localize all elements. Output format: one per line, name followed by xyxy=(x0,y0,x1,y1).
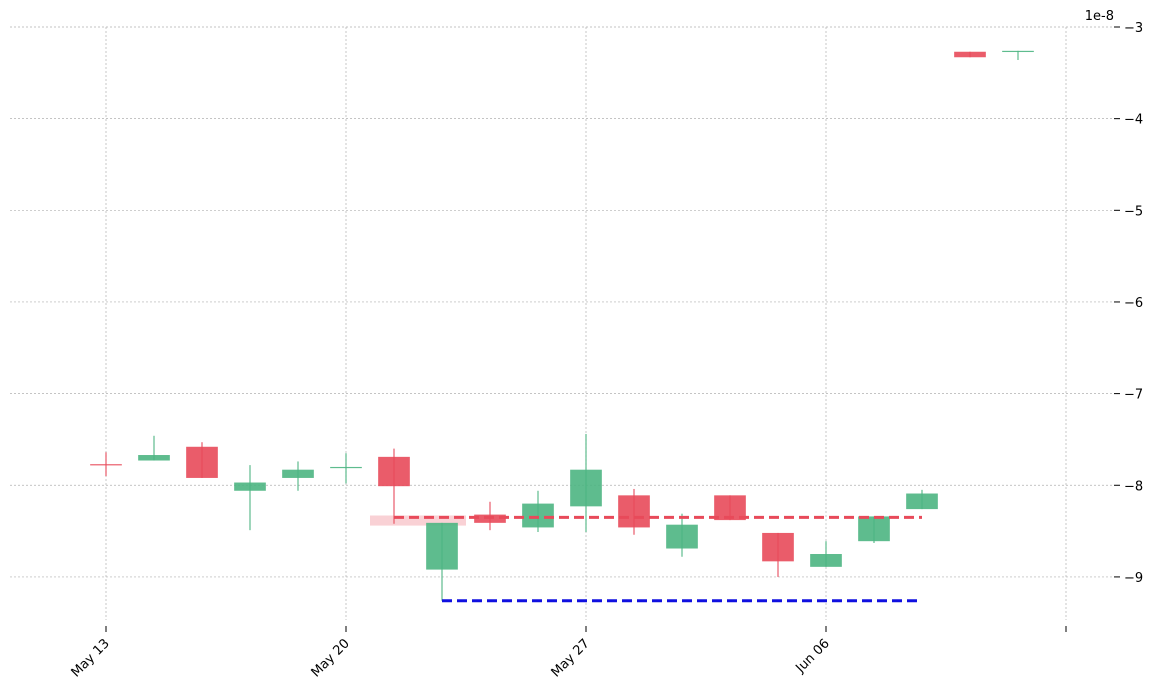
candle-body xyxy=(1002,50,1034,53)
candle-body xyxy=(234,482,266,491)
x-tick-label: May 20 xyxy=(309,636,353,680)
candle-body xyxy=(618,495,650,528)
candle-body xyxy=(186,446,218,478)
candle-body xyxy=(762,532,794,562)
candle-body xyxy=(906,493,938,510)
y-tick-label: −5 xyxy=(1124,204,1143,219)
offset-label: 1e-8 xyxy=(1085,9,1114,24)
candle-body xyxy=(954,51,986,58)
candle-body xyxy=(810,554,842,567)
zone xyxy=(370,515,466,526)
y-tick-label: −4 xyxy=(1124,113,1143,128)
y-tick-label: −7 xyxy=(1124,388,1143,403)
candle-body xyxy=(858,516,890,542)
candle-body xyxy=(138,455,170,461)
candle-body xyxy=(570,469,602,507)
candle-body xyxy=(90,464,122,466)
y-tick-label: −3 xyxy=(1124,21,1143,36)
candle-body xyxy=(330,466,362,469)
y-tick-label: −8 xyxy=(1124,479,1143,494)
x-tick-label: Jun 06 xyxy=(793,636,833,676)
candle-body xyxy=(426,522,458,570)
candle-body xyxy=(378,456,410,487)
y-tick-label: −9 xyxy=(1124,571,1143,586)
candle-body xyxy=(522,503,554,528)
candle-body xyxy=(666,524,698,549)
candle-body xyxy=(282,469,314,478)
x-tick-label: May 13 xyxy=(69,636,113,680)
x-tick-label: May 27 xyxy=(549,636,593,680)
y-tick-label: −6 xyxy=(1124,296,1143,311)
